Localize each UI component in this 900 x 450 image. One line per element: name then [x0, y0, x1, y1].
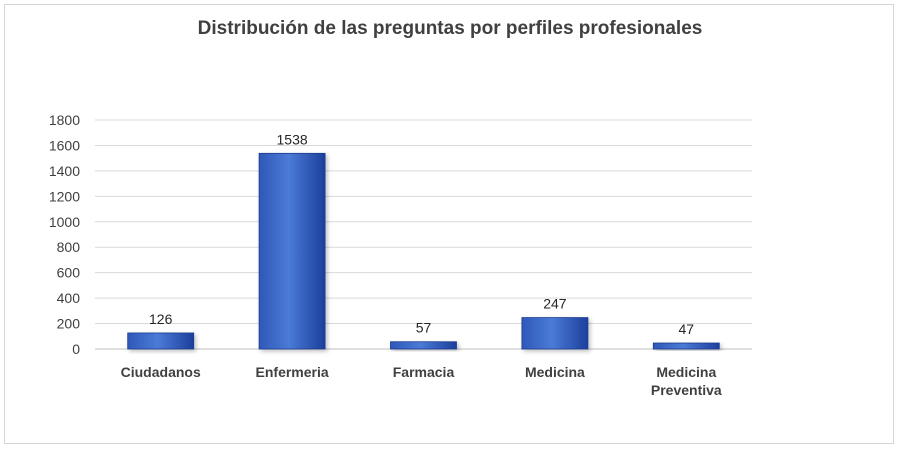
- y-tick-label: 1600: [49, 137, 80, 153]
- x-category-label: Farmacia: [393, 364, 455, 380]
- data-label: 126: [149, 311, 173, 327]
- data-label: 247: [543, 296, 567, 312]
- bar: [127, 332, 195, 350]
- x-category-label: Medicina Preventiva: [651, 364, 722, 398]
- bar: [521, 317, 589, 350]
- y-tick-label: 0: [72, 341, 80, 357]
- data-label: 1538: [277, 131, 308, 147]
- bar: [652, 342, 720, 350]
- data-labels: 126 1538 57 247 47: [149, 131, 694, 337]
- x-category-label: Enfermeria: [256, 364, 329, 380]
- y-tick-label: 800: [57, 239, 81, 255]
- gridlines: [95, 119, 752, 350]
- x-category-label: Ciudadanos: [121, 364, 201, 380]
- chart-title: Distribución de las preguntas por perfil…: [197, 18, 703, 39]
- y-tick-label: 1800: [49, 112, 80, 128]
- y-tick-label: 200: [57, 316, 81, 332]
- bar: [258, 152, 326, 350]
- chart-frame: [4, 4, 894, 444]
- x-category-label: Medicina: [525, 364, 585, 380]
- x-axis-categories: Ciudadanos Enfermeria Farmacia Medicina Medi…: [121, 364, 722, 398]
- y-tick-label: 600: [57, 265, 81, 281]
- y-tick-label: 1200: [49, 188, 80, 204]
- y-tick-label: 400: [57, 290, 81, 306]
- y-tick-label: 1000: [49, 214, 80, 230]
- y-axis-ticks: 0 200 400 600 800 1000 1200 1400 1600 1800: [49, 112, 80, 357]
- data-label: 57: [416, 320, 432, 336]
- bar: [390, 341, 457, 350]
- y-tick-label: 1400: [49, 163, 80, 179]
- bars: [127, 152, 720, 350]
- data-label: 47: [679, 321, 695, 337]
